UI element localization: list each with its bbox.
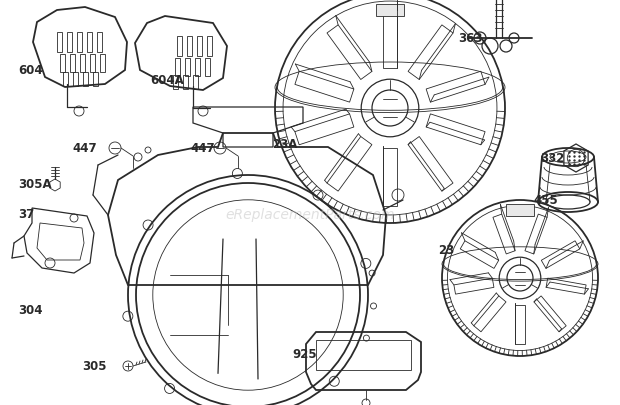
Polygon shape	[376, 4, 404, 16]
Text: 447: 447	[190, 141, 215, 154]
Text: 604A: 604A	[150, 73, 184, 87]
Text: 332: 332	[540, 151, 564, 164]
Text: 447: 447	[72, 141, 97, 154]
Text: 37: 37	[18, 209, 34, 222]
Text: 304: 304	[18, 303, 43, 316]
Text: 604: 604	[18, 64, 43, 77]
Text: 925: 925	[292, 348, 317, 362]
Text: 455: 455	[533, 194, 558, 207]
Text: eReplacementParts.com: eReplacementParts.com	[225, 208, 395, 222]
Text: 23: 23	[438, 243, 454, 256]
Text: 305: 305	[82, 360, 107, 373]
Polygon shape	[506, 204, 534, 215]
Text: 23A: 23A	[272, 139, 298, 151]
Text: 363: 363	[458, 32, 482, 45]
Text: 305A: 305A	[18, 179, 51, 192]
